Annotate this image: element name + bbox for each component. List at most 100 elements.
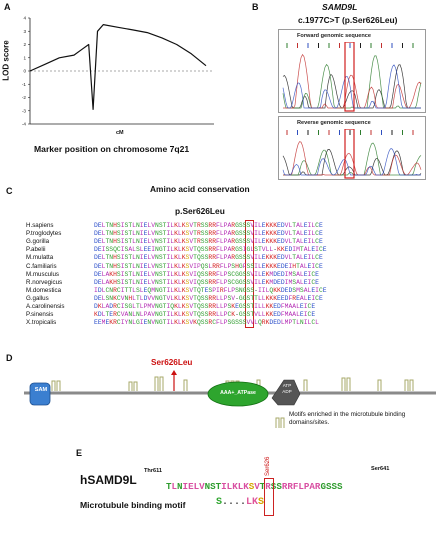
chromatogram-trace bbox=[283, 141, 422, 176]
sequence-segment: DELTNHSISTLNIELVNSTILKLK bbox=[94, 222, 186, 229]
y-tick-label: 4 bbox=[23, 16, 26, 21]
forward-trace-box: Forward genomic sequence bbox=[278, 29, 426, 113]
gene-name: SAMD9L bbox=[322, 2, 358, 12]
y-tick-label: 2 bbox=[23, 42, 26, 47]
sequence-segment: KDLTERCVANLNLPAVNGTILKLK bbox=[94, 311, 186, 319]
alignment-row: DELTNHSISTLNIELVNSTILKLKSVIPQSLRRFLPSHGF… bbox=[94, 263, 323, 270]
chromatogram-trace bbox=[282, 64, 421, 109]
panel-e-letter: E bbox=[76, 448, 83, 458]
site-residue: S bbox=[185, 230, 190, 238]
peptide-site-box bbox=[264, 478, 274, 516]
sequence-segment: EEMEKRCIYNLGIENVNGTILKLK bbox=[94, 319, 186, 327]
sequence-segment: VKQSSRCFLPSGSSSVVLQRKDEDLMPTLNILCL bbox=[189, 319, 319, 327]
species-name: H.sapiens bbox=[26, 222, 54, 229]
site-residue: S bbox=[185, 311, 190, 319]
end-residue-label: Ser641 bbox=[371, 466, 390, 472]
alignment-row: DELAKHSISTLNIELVNSTILKLKSVIQSSRRFLPSCGGS… bbox=[94, 279, 319, 286]
variant-position-box bbox=[344, 42, 355, 112]
sequence-segment: IDLCNRCITTLSLEQMNGTILKLK bbox=[94, 286, 186, 294]
peptide-site: S bbox=[248, 481, 255, 492]
sequence-segment: VTQSSRRLLPSV-GGSTTLLKKKEEDFREALEICE bbox=[189, 294, 323, 302]
y-tick-label: -3 bbox=[22, 108, 27, 113]
sequence-segment: VTQSSRRLLPCK-GSSTVLLKKEDFMAALEICE bbox=[189, 311, 316, 319]
site-residue: S bbox=[185, 270, 190, 278]
sequence-segment: DELAKHSISTLNIELVNSTILKLK bbox=[94, 278, 186, 286]
species-name: G.gallus bbox=[26, 294, 49, 302]
lod-chart: 4 3 2 1 0 -1 -2 -3 -4 bbox=[22, 16, 214, 127]
sequence-segment: VTQTESPIRFLPSNGSS-IILQKKDEDSMSALEICE bbox=[189, 286, 327, 294]
species-name: P.abelii bbox=[26, 246, 46, 254]
motif-legend-text: Motifs enriched in the microtubule bindi… bbox=[289, 411, 406, 426]
species-name: X.tropicalis bbox=[26, 319, 57, 327]
chromatogram-trace bbox=[282, 147, 421, 176]
sequence-segment: VIPQSLRRFLPSHGFSSILEKKKEDEIHTALEICE bbox=[189, 262, 323, 270]
motif-label: Microtubule binding motif bbox=[80, 500, 186, 510]
species-name: A.carolinensis bbox=[26, 303, 65, 310]
site-residue: S bbox=[185, 246, 190, 254]
site-residue: S bbox=[185, 319, 190, 327]
panel-a-caption: Marker position on chromosome 7q21 bbox=[34, 144, 190, 154]
chromatogram-trace bbox=[283, 53, 422, 109]
sequence-segment: VIQSSRRFLPSCGGSSVILEKMDEDIMSALEICE bbox=[189, 278, 319, 286]
sequence-segment: DEISSQCISALSLEEINGTILKLK bbox=[94, 246, 186, 254]
sequence-segment: DELTNHSISTLNIELVNSTILKLK bbox=[94, 262, 186, 270]
sam-domain bbox=[29, 382, 51, 406]
lod-series-line bbox=[29, 24, 207, 110]
species-name: M.mulatta bbox=[26, 254, 54, 262]
start-residue-label: Thr611 bbox=[144, 468, 163, 474]
atp-adp-domain bbox=[271, 379, 301, 406]
panel-a-letter: A bbox=[4, 2, 11, 12]
sam-label: SAM bbox=[34, 387, 48, 393]
sequence-segment: DELTNHSISTLNIELVNSTILKLK bbox=[94, 230, 186, 238]
sequence-segment: DELAKHSISTLNIELVNSTILKLK bbox=[94, 270, 186, 278]
reverse-chromatogram bbox=[282, 129, 422, 179]
species-name: C.familiaris bbox=[26, 262, 57, 270]
alignment-row: DELAKHSISTLNIELVNSTILKLKSVIQSSRRFLPSCGGS… bbox=[94, 271, 319, 278]
sequence-segment: VTQSSRRLLPSKEGSSTILLKKEDFMAALEICE bbox=[189, 303, 316, 310]
protein-domain-map bbox=[24, 370, 436, 428]
chromatogram-trace bbox=[282, 149, 422, 176]
site-residue: S bbox=[185, 262, 190, 270]
sequence-segment: DKLADRCISGLTLPMVNGTIQKLK bbox=[94, 303, 186, 310]
sequence-segment: DELSNKCVNHLTLDVVNGTVLKLK bbox=[94, 294, 186, 302]
motif-sequence: S....LKS bbox=[216, 497, 264, 508]
atp-adp-label: ATP ADP bbox=[282, 383, 292, 394]
motif-site: S bbox=[258, 497, 265, 508]
sequence-segment: VTQSSRRFLPARGSIGLSTVLL-KKEDIMTALEICE bbox=[189, 246, 327, 254]
forward-trace-label: Forward genomic sequence bbox=[297, 33, 371, 39]
motif-left: S bbox=[216, 497, 223, 508]
variant-label: c.1977C>T (p.Ser626Leu) bbox=[298, 15, 398, 25]
panel-c-variant-label: p.Ser626Leu bbox=[175, 206, 225, 216]
site-residue: S bbox=[185, 278, 190, 286]
panel-c-title: Amino acid conservation bbox=[150, 184, 250, 194]
alignment-row: DELSNKCVNHLTLDVVNGTVLKLKSVTQSSRRLLPSV-GG… bbox=[94, 295, 323, 302]
species-name: P.sinensis bbox=[26, 311, 54, 319]
site-residue: S bbox=[185, 294, 190, 302]
y-tick-label: 0 bbox=[23, 69, 26, 74]
sequence-segment: DELTNHSISTLNIELVNSTILKLK bbox=[94, 254, 186, 262]
panel-a-x-axis-label: cM bbox=[116, 130, 124, 136]
peptide-pre: TLNIELVNSTILKLK bbox=[166, 481, 249, 492]
site-residue: S bbox=[185, 303, 190, 310]
alignment-row: DELTNHSISTLNIELVNSTILKLKSVTRSSRRFLPARGSS… bbox=[94, 222, 323, 229]
panel-d-letter: D bbox=[6, 353, 13, 363]
site-residue: S bbox=[185, 254, 190, 262]
variant-position-box bbox=[344, 129, 355, 179]
sequence-segment: VTRSSRRFLPARGSSSVILEKKKEDVLTALEILCE bbox=[189, 222, 323, 229]
mutation-label: Ser626Leu bbox=[151, 358, 193, 367]
site-residue: S bbox=[185, 238, 190, 246]
sequence-segment: VTRSSRRFLPARGSSSVILEKKKEDVLTALEILCE bbox=[189, 230, 323, 238]
species-name: R.norvegicus bbox=[26, 278, 63, 286]
y-tick-label: 1 bbox=[23, 55, 26, 60]
y-tick-label: 3 bbox=[23, 29, 26, 34]
alignment-row: DELTNHSISTLNIELVNSTILKLKSVTRSSRRFLPARGSS… bbox=[94, 238, 323, 245]
aaa-atpase-domain bbox=[207, 381, 269, 407]
site-residue-label: Ser626 bbox=[265, 456, 271, 476]
sequence-segment: DELTNHSISTLNIELVNSTILKLK bbox=[94, 238, 186, 246]
sequence-segment: VTQSSRRFLPARGSSSVILEKKKEDVLTALEILCE bbox=[189, 254, 323, 262]
species-name: M.musculus bbox=[26, 270, 60, 278]
chromatogram-trace bbox=[282, 64, 421, 109]
alignment-row: DKLADRCISGLTLPMVNGTIQKLKSVTQSSRRLLPSKEGS… bbox=[94, 303, 315, 310]
chromatogram-trace bbox=[282, 55, 422, 109]
site-residue: S bbox=[185, 222, 190, 229]
